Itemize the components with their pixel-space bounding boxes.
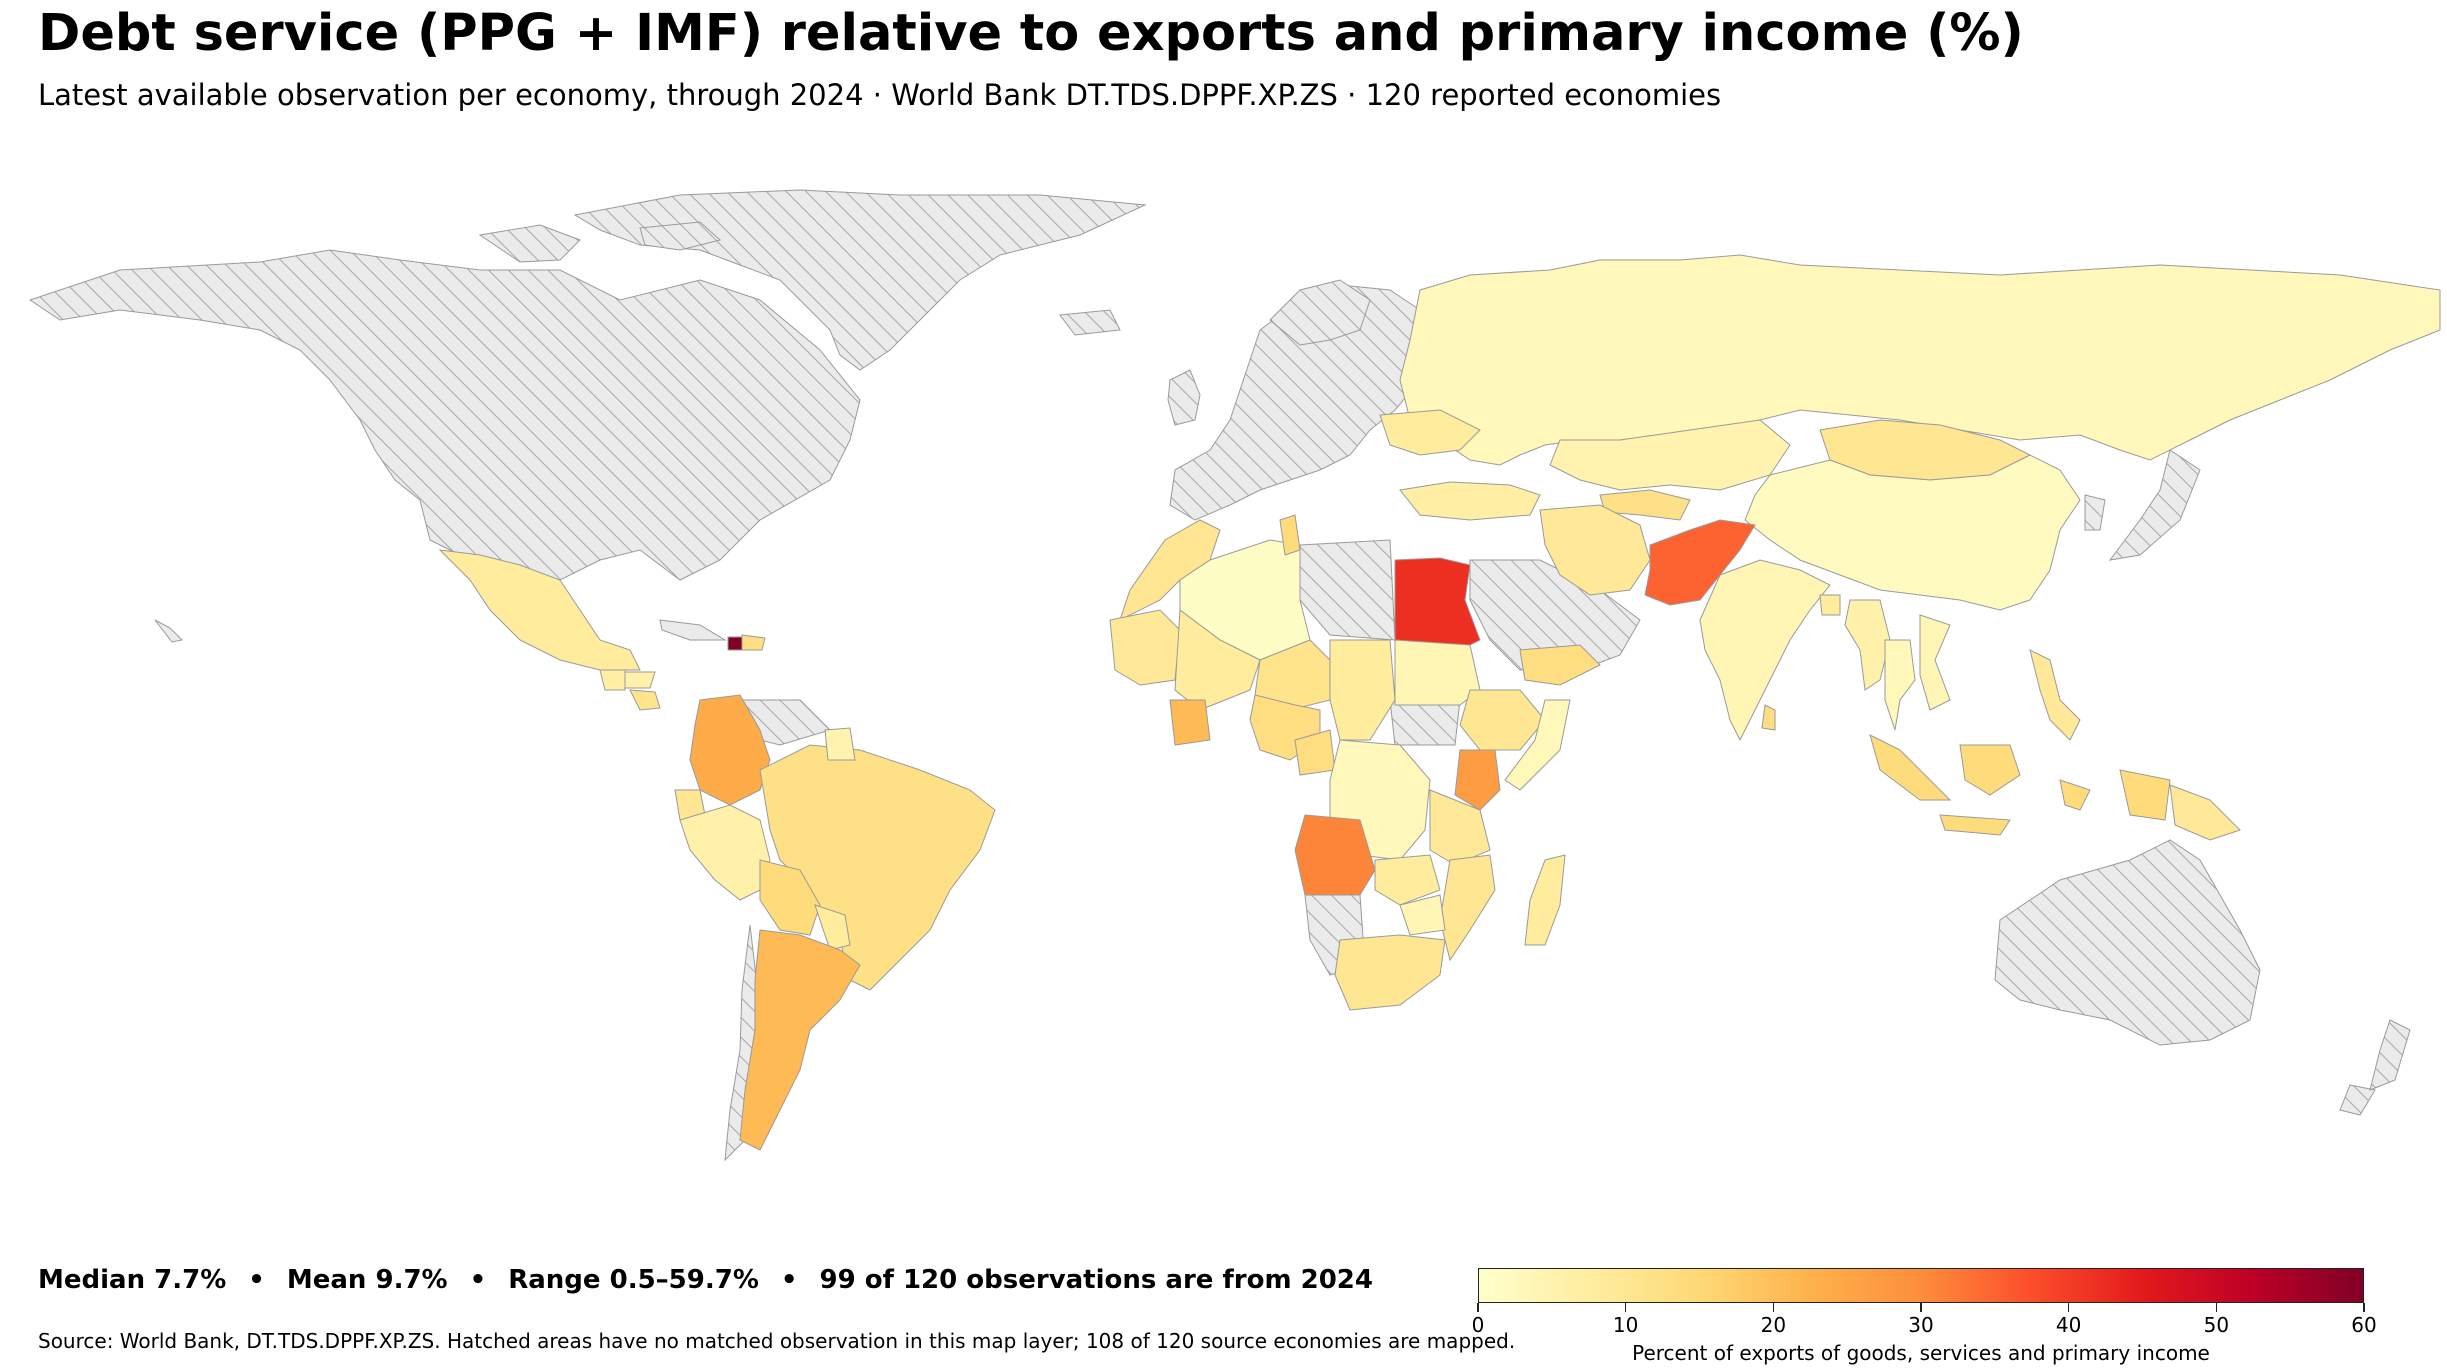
region-madagascar <box>1524 854 1566 946</box>
region-yemen <box>1519 644 1601 686</box>
region-guatemala <box>599 669 626 691</box>
stat-recency: 99 of 120 observations are from 2024 <box>819 1265 1373 1295</box>
region-peru <box>679 804 771 901</box>
region-sudan <box>1394 639 1481 706</box>
region-zimbabwe <box>1399 894 1446 936</box>
stat-median: Median 7.7% <box>38 1265 227 1295</box>
legend-tick-mark <box>1920 1303 1922 1312</box>
legend-tick-mark <box>1772 1303 1775 1312</box>
summary-statistics: Median 7.7% • Mean 9.7% • Range 0.5–59.7% • 99… <box>38 1265 1373 1295</box>
region-guyana <box>824 727 856 761</box>
region-iran <box>1539 504 1651 596</box>
region-south-africa <box>1334 934 1446 1011</box>
region-turkiye <box>1399 481 1541 521</box>
south-sudan-nodata <box>1389 699 1461 746</box>
region-sri-lanka <box>1761 704 1776 731</box>
region-angola <box>1294 814 1376 896</box>
arctic-islands <box>478 221 1121 336</box>
region-colombia <box>689 694 771 806</box>
stat-separator: • <box>469 1265 487 1295</box>
legend-tick-label: 10 <box>1612 1313 1639 1337</box>
region-mozambique <box>1439 854 1496 962</box>
region-tunisia <box>1279 514 1301 556</box>
legend-tick-mark <box>2067 1303 2070 1312</box>
region-indonesia <box>1869 734 2171 836</box>
europe-nodata <box>1169 284 1421 521</box>
source-note: Source: World Bank, DT.TDS.DPPF.XP.ZS. H… <box>38 1329 1516 1353</box>
australia-nodata <box>1994 839 2261 1046</box>
region-egypt <box>1394 557 1481 646</box>
legend-colorbar <box>1478 1268 2364 1303</box>
region-haiti <box>727 636 743 651</box>
new-zealand-nodata <box>2339 1019 2411 1116</box>
legend-tick-label: 20 <box>1760 1313 1787 1337</box>
region-india <box>1699 559 1831 742</box>
legend-tick-mark <box>2215 1303 2218 1312</box>
no-data-regions <box>28 189 2411 1162</box>
north-america-nodata <box>28 249 861 581</box>
stat-separator: • <box>780 1265 798 1295</box>
region-argentina <box>739 929 861 1151</box>
region-paraguay <box>814 904 851 951</box>
greenland <box>573 189 1147 371</box>
japan-nodata <box>2108 449 2201 561</box>
legend-title: Percent of exports of goods, services an… <box>1632 1341 2210 1365</box>
region-bangladesh <box>1819 594 1841 616</box>
region-mexico <box>438 549 641 671</box>
region-dominican-republic <box>741 634 766 651</box>
region-chad <box>1329 639 1396 741</box>
stat-separator: • <box>248 1265 265 1295</box>
region-thailand <box>1884 639 1916 731</box>
hawaii-nodata <box>154 619 184 643</box>
map-title: Debt service (PPG + IMF) relative to exp… <box>38 4 2024 63</box>
region-ethiopia <box>1459 689 1546 751</box>
region-vietnam <box>1919 614 1951 711</box>
world-choropleth-map <box>28 189 2441 1162</box>
region-papua-new-guinea <box>2169 784 2241 841</box>
korea-nodata <box>2084 494 2106 531</box>
legend-tick-mark <box>1624 1303 1627 1312</box>
legend-tick-label: 50 <box>2203 1313 2230 1337</box>
region-bolivia <box>759 859 821 936</box>
stat-range: Range 0.5–59.7% <box>508 1265 759 1295</box>
uk-nodata <box>1167 369 1201 426</box>
region-philippines <box>2029 649 2081 741</box>
legend-tick-mark <box>1477 1303 1479 1312</box>
region-russia <box>1399 254 2441 466</box>
libya-nodata <box>1299 539 1396 641</box>
scandinavia-nodata <box>1269 279 1371 346</box>
region-kenya <box>1454 749 1501 811</box>
legend-tick-label: 0 <box>1471 1313 1485 1337</box>
region-kazakhstan <box>1549 419 1791 491</box>
region-zambia <box>1374 854 1441 906</box>
legend-tick-mark <box>2363 1303 2365 1312</box>
region-cote-divoire <box>1169 699 1211 746</box>
legend-tick-label: 30 <box>1908 1313 1934 1337</box>
region-myanmar <box>1844 599 1891 691</box>
region-mauritania <box>1109 609 1181 686</box>
region-costa-rica <box>629 689 661 711</box>
region-china <box>1744 454 2081 611</box>
region-ukraine <box>1379 409 1481 456</box>
map-subtitle: Latest available observation per economy… <box>38 78 1722 112</box>
legend-tick-label: 60 <box>2351 1313 2377 1337</box>
stat-mean: Mean 9.7% <box>286 1265 448 1295</box>
cuba-nodata <box>659 619 727 641</box>
legend-tick-label: 40 <box>2055 1313 2082 1337</box>
region-honduras <box>624 671 656 689</box>
region-somalia <box>1504 699 1571 791</box>
region-mali <box>1174 609 1261 711</box>
